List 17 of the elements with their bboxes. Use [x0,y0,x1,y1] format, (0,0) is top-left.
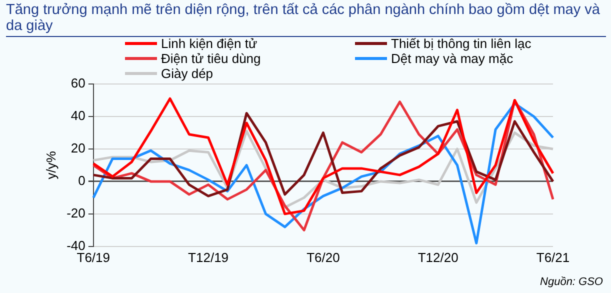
y-tick-label: 40 [70,108,86,124]
chart-title: Tăng trưởng mạnh mẽ trên diện rộng, trên tất cả các phân ngành chính bao gồm dệt may và da giày [6,2,606,37]
legend-label: Linh kiện điện tử [161,36,258,51]
y-tick-label: -20 [66,206,86,220]
legend-label: Điện tử tiêu dùng [161,51,261,66]
y-axis-title: y/y% [43,150,58,180]
y-tick-label: 20 [70,140,86,156]
x-tick-label: T6/20 [306,250,340,265]
y-tick-label: 0 [78,173,86,188]
legend-label: Giày dép [161,66,214,81]
x-tick-label: T6/21 [536,250,570,265]
legend-label: Dệt may và may mặc [391,51,514,66]
x-tick-label: T12/20 [418,250,458,265]
text: Nguồn: GSO [540,276,603,288]
x-tick-label: T12/19 [188,250,229,265]
legend-label: Thiết bị thông tin liên lạc [391,36,532,51]
y-tick-label: 60 [70,76,86,91]
